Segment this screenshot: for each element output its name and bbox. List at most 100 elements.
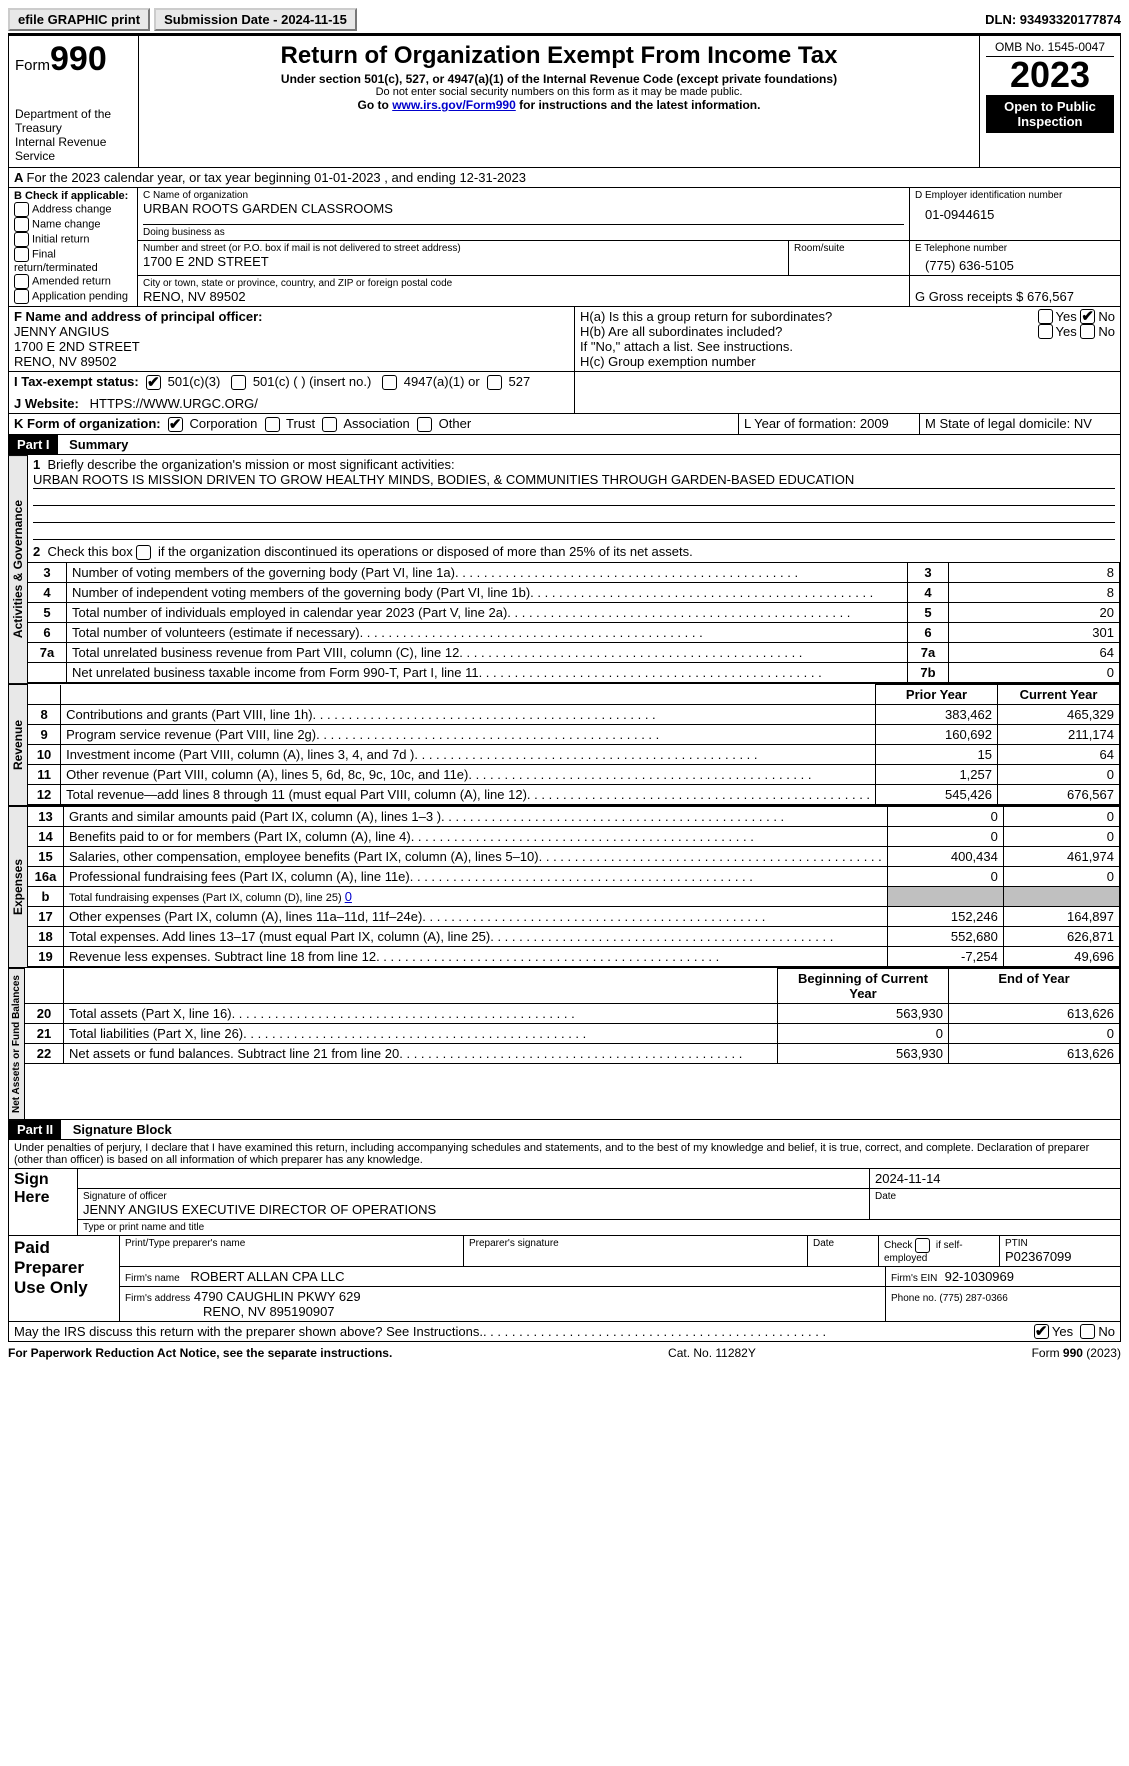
perjury-text: Under penalties of perjury, I declare th…: [8, 1140, 1121, 1169]
checkbox-final-return[interactable]: [14, 247, 29, 262]
box-c-dba-label: Doing business as: [143, 224, 904, 238]
checkbox-hb-no[interactable]: [1080, 324, 1095, 339]
footer-right: Form 990 (2023): [1032, 1346, 1121, 1360]
expenses-table: 13 Grants and similar amounts paid (Part…: [28, 806, 1120, 967]
sign-here-label: Sign Here: [9, 1169, 78, 1235]
topbar: efile GRAPHIC print Submission Date - 20…: [8, 8, 1121, 35]
footer-mid: Cat. No. 11282Y: [668, 1346, 756, 1360]
box-d-label: D Employer identification number: [915, 190, 1115, 201]
table-row: 8 Contributions and grants (Part VIII, l…: [28, 705, 1120, 725]
checkbox-self-employed[interactable]: [915, 1238, 930, 1253]
box-c-room-label: Room/suite: [794, 243, 904, 254]
checkbox-address-change[interactable]: [14, 202, 29, 217]
box-h: H(a) Is this a group return for subordin…: [575, 307, 1121, 372]
sign-date: 2024-11-14: [869, 1169, 1120, 1189]
table-row: 17 Other expenses (Part IX, column (A), …: [28, 907, 1120, 927]
checkbox-corporation[interactable]: [168, 417, 183, 432]
table-row: Net unrelated business taxable income fr…: [28, 663, 1120, 683]
checkbox-association[interactable]: [322, 417, 337, 432]
box-i-label: I Tax-exempt status:: [14, 374, 139, 389]
open-public-label: Open to Public Inspection: [986, 95, 1114, 133]
table-row: 20 Total assets (Part X, line 16) 563,93…: [25, 1004, 1120, 1024]
table-row: 6 Total number of volunteers (estimate i…: [28, 623, 1120, 643]
checkbox-527[interactable]: [487, 375, 502, 390]
table-row: 3 Number of voting members of the govern…: [28, 563, 1120, 583]
vtab-net-assets: Net Assets or Fund Balances: [8, 968, 25, 1120]
dln-label: DLN: 93493320177874: [985, 12, 1121, 27]
table-row: 7a Total unrelated business revenue from…: [28, 643, 1120, 663]
box-e-label: E Telephone number: [915, 243, 1115, 254]
part2-title: Signature Block: [65, 1122, 172, 1137]
form-subtitle-1: Under section 501(c), 527, or 4947(a)(1)…: [145, 72, 973, 86]
checkbox-4947[interactable]: [382, 375, 397, 390]
box-k-label: K Form of organization:: [14, 416, 161, 431]
table-row: 21 Total liabilities (Part X, line 26) 0…: [25, 1024, 1120, 1044]
box-j-label: J Website:: [14, 396, 79, 411]
table-row: 19 Revenue less expenses. Subtract line …: [28, 947, 1120, 967]
table-row: 15 Salaries, other compensation, employe…: [28, 847, 1120, 867]
box-l: L Year of formation: 2009: [739, 414, 920, 435]
irs-discuss-row: May the IRS discuss this return with the…: [8, 1322, 1121, 1342]
irs-label: Internal Revenue Service: [15, 135, 132, 163]
dept-treasury: Department of the Treasury: [15, 107, 132, 135]
table-row: 5 Total number of individuals employed i…: [28, 603, 1120, 623]
net-assets-table: Beginning of Current Year End of Year 20…: [25, 968, 1120, 1064]
vtab-expenses: Expenses: [8, 806, 28, 968]
box-m: M State of legal domicile: NV: [920, 414, 1121, 435]
box-c-name-label: C Name of organization: [143, 190, 904, 201]
box-b: B Check if applicable: Address change Na…: [8, 188, 138, 307]
org-street: 1700 E 2ND STREET: [143, 254, 783, 269]
org-city: RENO, NV 89502: [143, 289, 904, 304]
org-name: URBAN ROOTS GARDEN CLASSROOMS: [143, 201, 904, 216]
checkbox-501c3[interactable]: [146, 375, 161, 390]
box-f: F Name and address of principal officer:…: [8, 307, 575, 372]
type-print-label: Type or print name and title: [78, 1220, 1120, 1235]
table-row: 10 Investment income (Part VIII, column …: [28, 745, 1120, 765]
checkbox-hb-yes[interactable]: [1038, 324, 1053, 339]
box-c-street-label: Number and street (or P.O. box if mail i…: [143, 243, 783, 254]
footer-left: For Paperwork Reduction Act Notice, see …: [8, 1346, 392, 1360]
checkbox-initial-return[interactable]: [14, 232, 29, 247]
table-row: 13 Grants and similar amounts paid (Part…: [28, 807, 1120, 827]
checkbox-ha-yes[interactable]: [1038, 309, 1053, 324]
line-a: A For the 2023 calendar year, or tax yea…: [8, 168, 1121, 188]
ein-value: 01-0944615: [915, 201, 1115, 222]
checkbox-discuss-yes[interactable]: [1034, 1324, 1049, 1339]
checkbox-other[interactable]: [417, 417, 432, 432]
irs-link[interactable]: www.irs.gov/Form990: [392, 98, 516, 112]
vtab-revenue: Revenue: [8, 684, 28, 806]
line1-label: Briefly describe the organization's miss…: [47, 457, 454, 472]
checkbox-line2[interactable]: [136, 545, 151, 560]
form-number: Form990: [15, 40, 132, 79]
phone-value: (775) 636-5105: [915, 254, 1115, 273]
table-row: 11 Other revenue (Part VIII, column (A),…: [28, 765, 1120, 785]
vtab-governance: Activities & Governance: [8, 455, 28, 684]
checkbox-discuss-no[interactable]: [1080, 1324, 1095, 1339]
sign-date-label: Date: [875, 1191, 1115, 1202]
revenue-table: Prior Year Current Year 8 Contributions …: [28, 684, 1120, 805]
paid-preparer-label: Paid Preparer Use Only: [9, 1236, 120, 1321]
website-url: HTTPS://WWW.URGC.ORG/: [90, 396, 258, 411]
checkbox-application-pending[interactable]: [14, 289, 29, 304]
part2-bar: Part II: [9, 1120, 61, 1139]
line16b-link[interactable]: 0: [345, 889, 352, 904]
table-row: 4 Number of independent voting members o…: [28, 583, 1120, 603]
table-row: 16a Professional fundraising fees (Part …: [28, 867, 1120, 887]
checkbox-name-change[interactable]: [14, 217, 29, 232]
form-subtitle-3: Go to www.irs.gov/Form990 for instructio…: [145, 98, 973, 112]
checkbox-trust[interactable]: [265, 417, 280, 432]
box-g-label: G Gross receipts $ 676,567: [915, 289, 1074, 304]
efile-print-button[interactable]: efile GRAPHIC print: [8, 8, 150, 31]
tax-year: 2023: [986, 57, 1114, 93]
form-header: Form990 Department of the Treasury Inter…: [8, 35, 1121, 168]
checkbox-ha-no[interactable]: [1080, 309, 1095, 324]
submission-date-button[interactable]: Submission Date - 2024-11-15: [154, 8, 357, 31]
checkbox-501c[interactable]: [231, 375, 246, 390]
form-title: Return of Organization Exempt From Incom…: [145, 42, 973, 70]
line1-text: URBAN ROOTS IS MISSION DRIVEN TO GROW HE…: [33, 472, 1115, 489]
part1-title: Summary: [61, 437, 128, 452]
checkbox-amended-return[interactable]: [14, 274, 29, 289]
box-c-city-label: City or town, state or province, country…: [143, 278, 904, 289]
table-row: 12 Total revenue—add lines 8 through 11 …: [28, 785, 1120, 805]
officer-name: JENNY ANGIUS EXECUTIVE DIRECTOR OF OPERA…: [83, 1202, 864, 1217]
